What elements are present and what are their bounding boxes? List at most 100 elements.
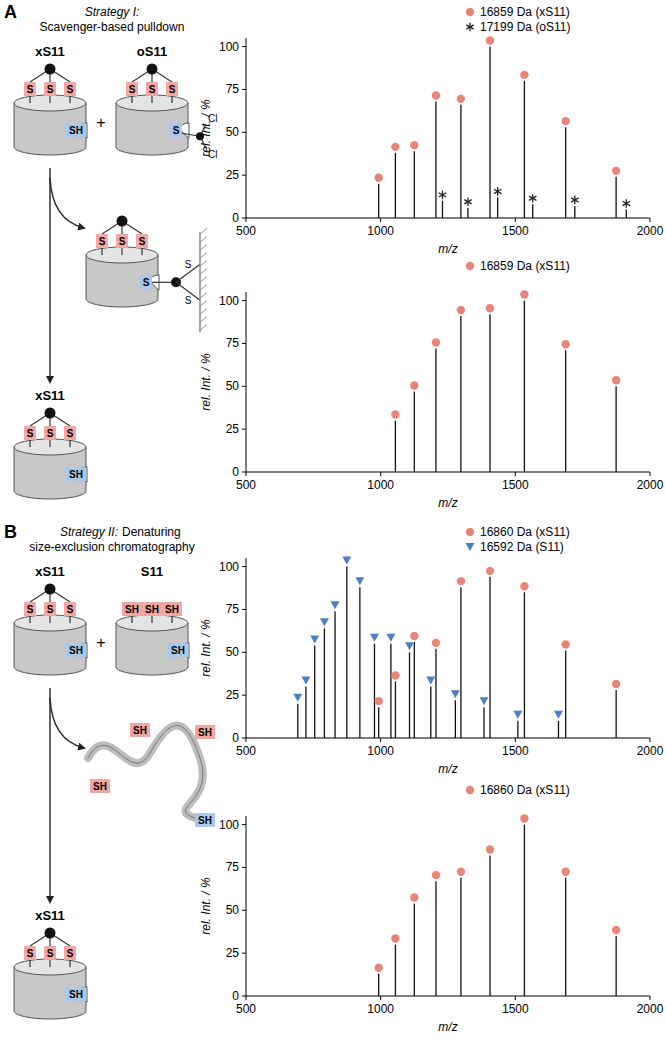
peak-marker (410, 893, 418, 901)
x-tick-label: 1500 (502, 1002, 529, 1016)
protein: xS11SSSSH (14, 908, 87, 1019)
linker (131, 96, 132, 103)
resin-hatch (200, 276, 207, 282)
residue-label: S (27, 948, 34, 959)
peak-marker (405, 642, 414, 650)
peak (615, 386, 616, 472)
y-axis (246, 558, 247, 738)
peak (489, 47, 490, 218)
peak-marker-stroke (572, 198, 579, 202)
peak-marker-stroke (529, 196, 536, 200)
peak (414, 391, 415, 472)
peak-marker (432, 91, 440, 99)
x-tick (650, 738, 651, 742)
residue-label: SH (69, 645, 83, 656)
peak (374, 644, 375, 738)
peak (378, 707, 379, 738)
residue-label: SH (69, 989, 83, 1000)
peak (314, 645, 315, 738)
residue-box (66, 643, 86, 657)
x-tick-label: 1500 (502, 744, 529, 758)
x-tick-label: 2000 (637, 224, 664, 238)
crosslinker (117, 216, 128, 227)
peak-marker (612, 376, 620, 384)
strategy: Strategy II: (60, 525, 118, 539)
residue-label: SH (69, 469, 83, 480)
residue-box (24, 82, 36, 96)
peak-marker (494, 188, 501, 196)
residue-box (64, 82, 76, 96)
arrow (50, 178, 84, 228)
y-tick-label: 50 (226, 379, 240, 393)
peak-marker (554, 711, 563, 719)
atom-label: S (185, 295, 192, 306)
peak (615, 690, 616, 738)
atom-label: Cl (208, 149, 217, 160)
linker (29, 616, 30, 623)
peak-marker-stroke (623, 202, 630, 206)
linker (49, 96, 50, 103)
peak-marker (391, 934, 399, 942)
peak (558, 721, 559, 738)
residue-box (168, 643, 188, 657)
x-tick-label: 1000 (367, 478, 394, 492)
y-tick (242, 738, 246, 739)
x-tick (650, 996, 651, 1000)
legend-symbol (466, 262, 474, 270)
protein-label: S11 (141, 564, 163, 579)
peak-marker-stroke (465, 200, 472, 204)
peak (460, 105, 461, 218)
peak-marker (486, 567, 494, 575)
resin-hatch (200, 284, 207, 290)
peak (524, 825, 525, 996)
protein-top (14, 439, 86, 455)
peak-marker (355, 577, 364, 585)
x-axis-label: m/z (438, 1020, 457, 1034)
peak (297, 704, 298, 738)
peak-marker (432, 871, 440, 879)
peak (467, 208, 468, 218)
x-tick (515, 996, 516, 1000)
x-axis-label: m/z (438, 762, 457, 776)
markers (391, 290, 620, 418)
y-tick (242, 175, 246, 176)
x-tick-label: 1000 (367, 1002, 394, 1016)
chart: 0255075100500100015002000rel. Int. / %m/… (199, 5, 664, 256)
crosslinker (45, 64, 56, 75)
arrow (49, 168, 50, 382)
y-axis-label: rel. Int. / % (199, 619, 213, 677)
x-tick (650, 218, 651, 222)
y-tick (242, 46, 246, 47)
y-tick (242, 824, 246, 825)
peak-marker-stroke (439, 193, 446, 197)
y-axis-label: rel. Int. / % (199, 353, 213, 411)
peak (524, 592, 525, 738)
x-tick-label: 500 (236, 224, 256, 238)
peak (378, 184, 379, 218)
peak-marker (486, 304, 494, 312)
peak (524, 81, 525, 218)
x-tick-label: 500 (236, 478, 256, 492)
peak (497, 197, 498, 218)
protein: xS11SSSSH (14, 564, 87, 675)
atom-label: S (185, 259, 192, 270)
legend-symbol-stroke (467, 25, 474, 29)
x-tick-label: 2000 (637, 1002, 664, 1016)
peak (489, 855, 490, 996)
residue-box (126, 82, 138, 96)
protein-top (14, 95, 86, 111)
arrow (50, 698, 84, 748)
y-tick-label: 50 (226, 903, 240, 917)
peak-marker (386, 634, 395, 642)
x-tick (246, 738, 247, 742)
peak (378, 974, 379, 996)
protein-top (86, 247, 158, 263)
crosslinker (147, 64, 158, 75)
residue-label: S (27, 84, 34, 95)
legend: 16860 Da (xS11) (466, 783, 570, 797)
x-tick-label: 500 (236, 744, 256, 758)
linker (69, 960, 70, 967)
linker (131, 616, 132, 623)
residue-label: S (47, 604, 54, 615)
peak (414, 903, 415, 996)
